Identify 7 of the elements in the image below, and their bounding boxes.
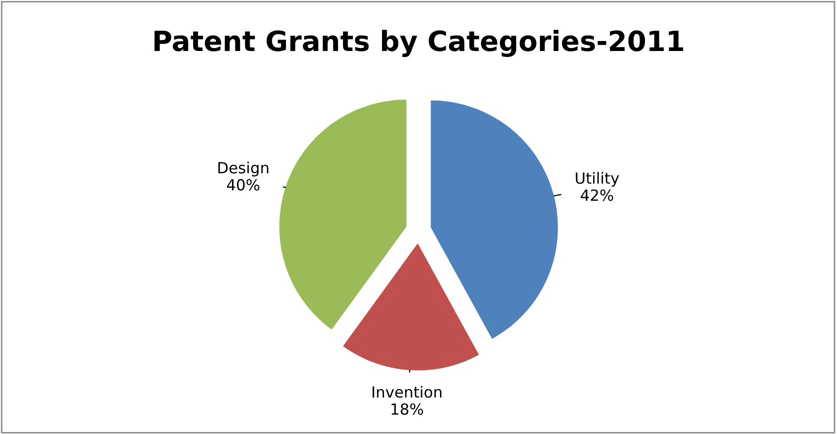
slice-label: Utility — [576, 172, 620, 187]
chart-title: Patent Grants by Categories-2011 — [154, 30, 684, 57]
slice-label: Invention — [372, 386, 442, 398]
data-label: 40% — [226, 179, 260, 191]
data-label: 42% — [580, 189, 614, 201]
slice-label: Design — [218, 162, 268, 176]
data-label: 18% — [392, 403, 424, 415]
